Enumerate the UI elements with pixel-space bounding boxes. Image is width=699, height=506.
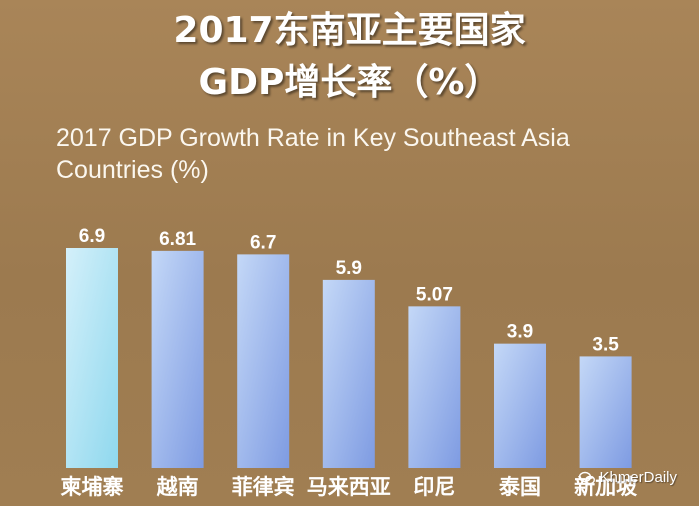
value-label-7: 3.5 xyxy=(592,334,619,355)
chart-subtitle: 2017 GDP Growth Rate in Key Southeast As… xyxy=(56,124,570,184)
bar-7 xyxy=(579,356,632,468)
category-label-4: 马来西亚 xyxy=(307,475,391,499)
chat-bubble-icon xyxy=(579,471,596,484)
bar-1 xyxy=(66,248,118,468)
watermark-text: KhmerDaily xyxy=(599,469,677,486)
bar-4 xyxy=(322,279,375,468)
bar-5 xyxy=(408,306,461,468)
category-label-3: 菲律宾 xyxy=(232,475,295,499)
category-label-7: 新加坡 xyxy=(574,475,637,499)
chart-title-line2: GDP增长率（%） xyxy=(198,62,501,103)
value-label-4: 5.9 xyxy=(336,258,362,279)
value-label-1: 6.9 xyxy=(79,226,105,247)
value-label-3: 6.7 xyxy=(250,232,276,253)
value-label-2: 6.81 xyxy=(159,229,196,250)
category-label-2: 越南 xyxy=(156,475,199,499)
bar-2 xyxy=(151,250,204,468)
bar-3 xyxy=(237,254,290,468)
chart-title: 2017东南亚主要国家 xyxy=(173,10,526,51)
value-label-6: 3.9 xyxy=(507,322,533,343)
watermark: KhmerDaily xyxy=(579,469,677,486)
category-label-6: 泰国 xyxy=(498,475,541,499)
value-label-5: 5.07 xyxy=(416,284,453,305)
bar-6 xyxy=(494,343,546,468)
category-label-5: 印尼 xyxy=(413,475,455,499)
category-label-1: 柬埔寨 xyxy=(61,475,124,499)
